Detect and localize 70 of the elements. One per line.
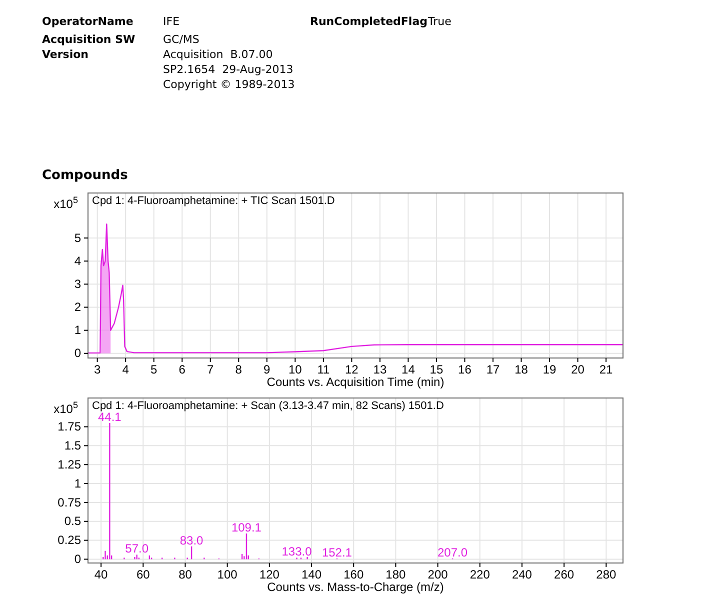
x-tick-label: 100 <box>217 568 238 582</box>
x-tick-label: 4 <box>122 362 130 377</box>
text: IFE <box>163 14 180 29</box>
y-tick-label: 0.25 <box>58 533 82 548</box>
annotation: 44.1 <box>98 410 122 424</box>
annotation: 109.1 <box>231 520 262 534</box>
x-axis-title: Counts vs. Mass-to-Charge (m/z) <box>267 580 444 594</box>
x-tick-label: 3 <box>94 362 101 377</box>
y-tick-label: 3 <box>74 276 82 291</box>
text: SP2.1654 29-Aug-2013 <box>163 62 294 77</box>
chart-title: Cpd 1: 4-Fluoroamphetamine: + Scan (3.13-3.47 min, 82 Scans) 1501.D <box>92 400 444 412</box>
x-tick-label: 240 <box>512 568 532 582</box>
x-tick-label: 19 <box>542 362 557 377</box>
y-tick-label: 1.25 <box>58 457 82 472</box>
y-tick-label: 2 <box>74 300 82 314</box>
y-axis-title: x10$^{5}$ <box>54 400 78 416</box>
text: Copyright © 1989-2013 <box>163 77 295 92</box>
y-tick-label: 0 <box>74 552 82 566</box>
x-tick-label: 14 <box>402 362 416 377</box>
x-tick-label: 9 <box>264 362 271 377</box>
annotation: 83.0 <box>180 533 204 548</box>
text: GC/MS <box>163 32 200 47</box>
y-tick-label: 0.5 <box>64 514 82 528</box>
x-tick-label: 280 <box>596 568 616 582</box>
x-tick-label: 13 <box>373 362 387 377</box>
text: OperatorName <box>42 14 134 29</box>
annotation: 152.1 <box>322 545 352 560</box>
y-tick-label: 5 <box>74 230 82 245</box>
x-tick-label: 160 <box>344 568 364 582</box>
y-tick-label: 1.75 <box>58 420 82 434</box>
x-tick-label: 20 <box>571 362 585 377</box>
x-tick-label: 11 <box>317 362 330 377</box>
x-tick-label: 7 <box>207 362 214 377</box>
y-tick-label: 4 <box>74 254 82 268</box>
x-tick-label: 260 <box>554 568 574 582</box>
x-tick-label: 10 <box>288 362 302 377</box>
text: Acquisition SW Version <box>42 32 136 62</box>
x-tick-label: 8 <box>235 362 242 377</box>
x-tick-label: 180 <box>386 568 406 582</box>
y-axis-title: x10$^{5}$ <box>54 195 78 211</box>
x-axis-title: Counts vs. Acquisition Time (min) <box>266 375 444 389</box>
y-tick-label: 0 <box>74 346 82 360</box>
x-tick-label: 80 <box>178 568 192 582</box>
y-tick-label: 1 <box>74 476 82 490</box>
x-tick-label: 6 <box>178 362 186 377</box>
text: Acquisition B.07.00 <box>163 47 273 62</box>
x-tick-label: 16 <box>458 362 472 377</box>
x-tick-label: 220 <box>470 568 490 582</box>
x-tick-label: 12 <box>345 362 359 377</box>
line-series <box>87 224 624 354</box>
x-tick-label: 200 <box>428 568 448 582</box>
x-tick-label: 18 <box>514 362 528 377</box>
y-tick-label: 1 <box>74 323 82 338</box>
y-tick-label: 1.5 <box>64 438 82 453</box>
chart-title: Cpd 1: 4-Fluoroamphetamine: + TIC Scan 1501.D <box>92 195 335 207</box>
annotation: 207.0 <box>438 545 468 560</box>
x-tick-label: 40 <box>94 568 108 582</box>
x-tick-label: 120 <box>259 568 280 582</box>
x-tick-label: 21 <box>599 362 614 377</box>
annotation: 57.0 <box>125 542 149 556</box>
y-tick-label: 0.75 <box>58 495 82 510</box>
x-tick-label: 17 <box>486 362 500 377</box>
annotation: 133.0 <box>282 544 312 559</box>
text: Compounds <box>42 168 128 183</box>
text: True <box>428 14 452 29</box>
x-tick-label: 60 <box>136 568 150 582</box>
x-tick-label: 140 <box>301 568 322 582</box>
x-tick-label: 5 <box>150 362 158 377</box>
text: RunCompletedFlag <box>310 14 428 29</box>
x-tick-label: 15 <box>430 362 444 377</box>
